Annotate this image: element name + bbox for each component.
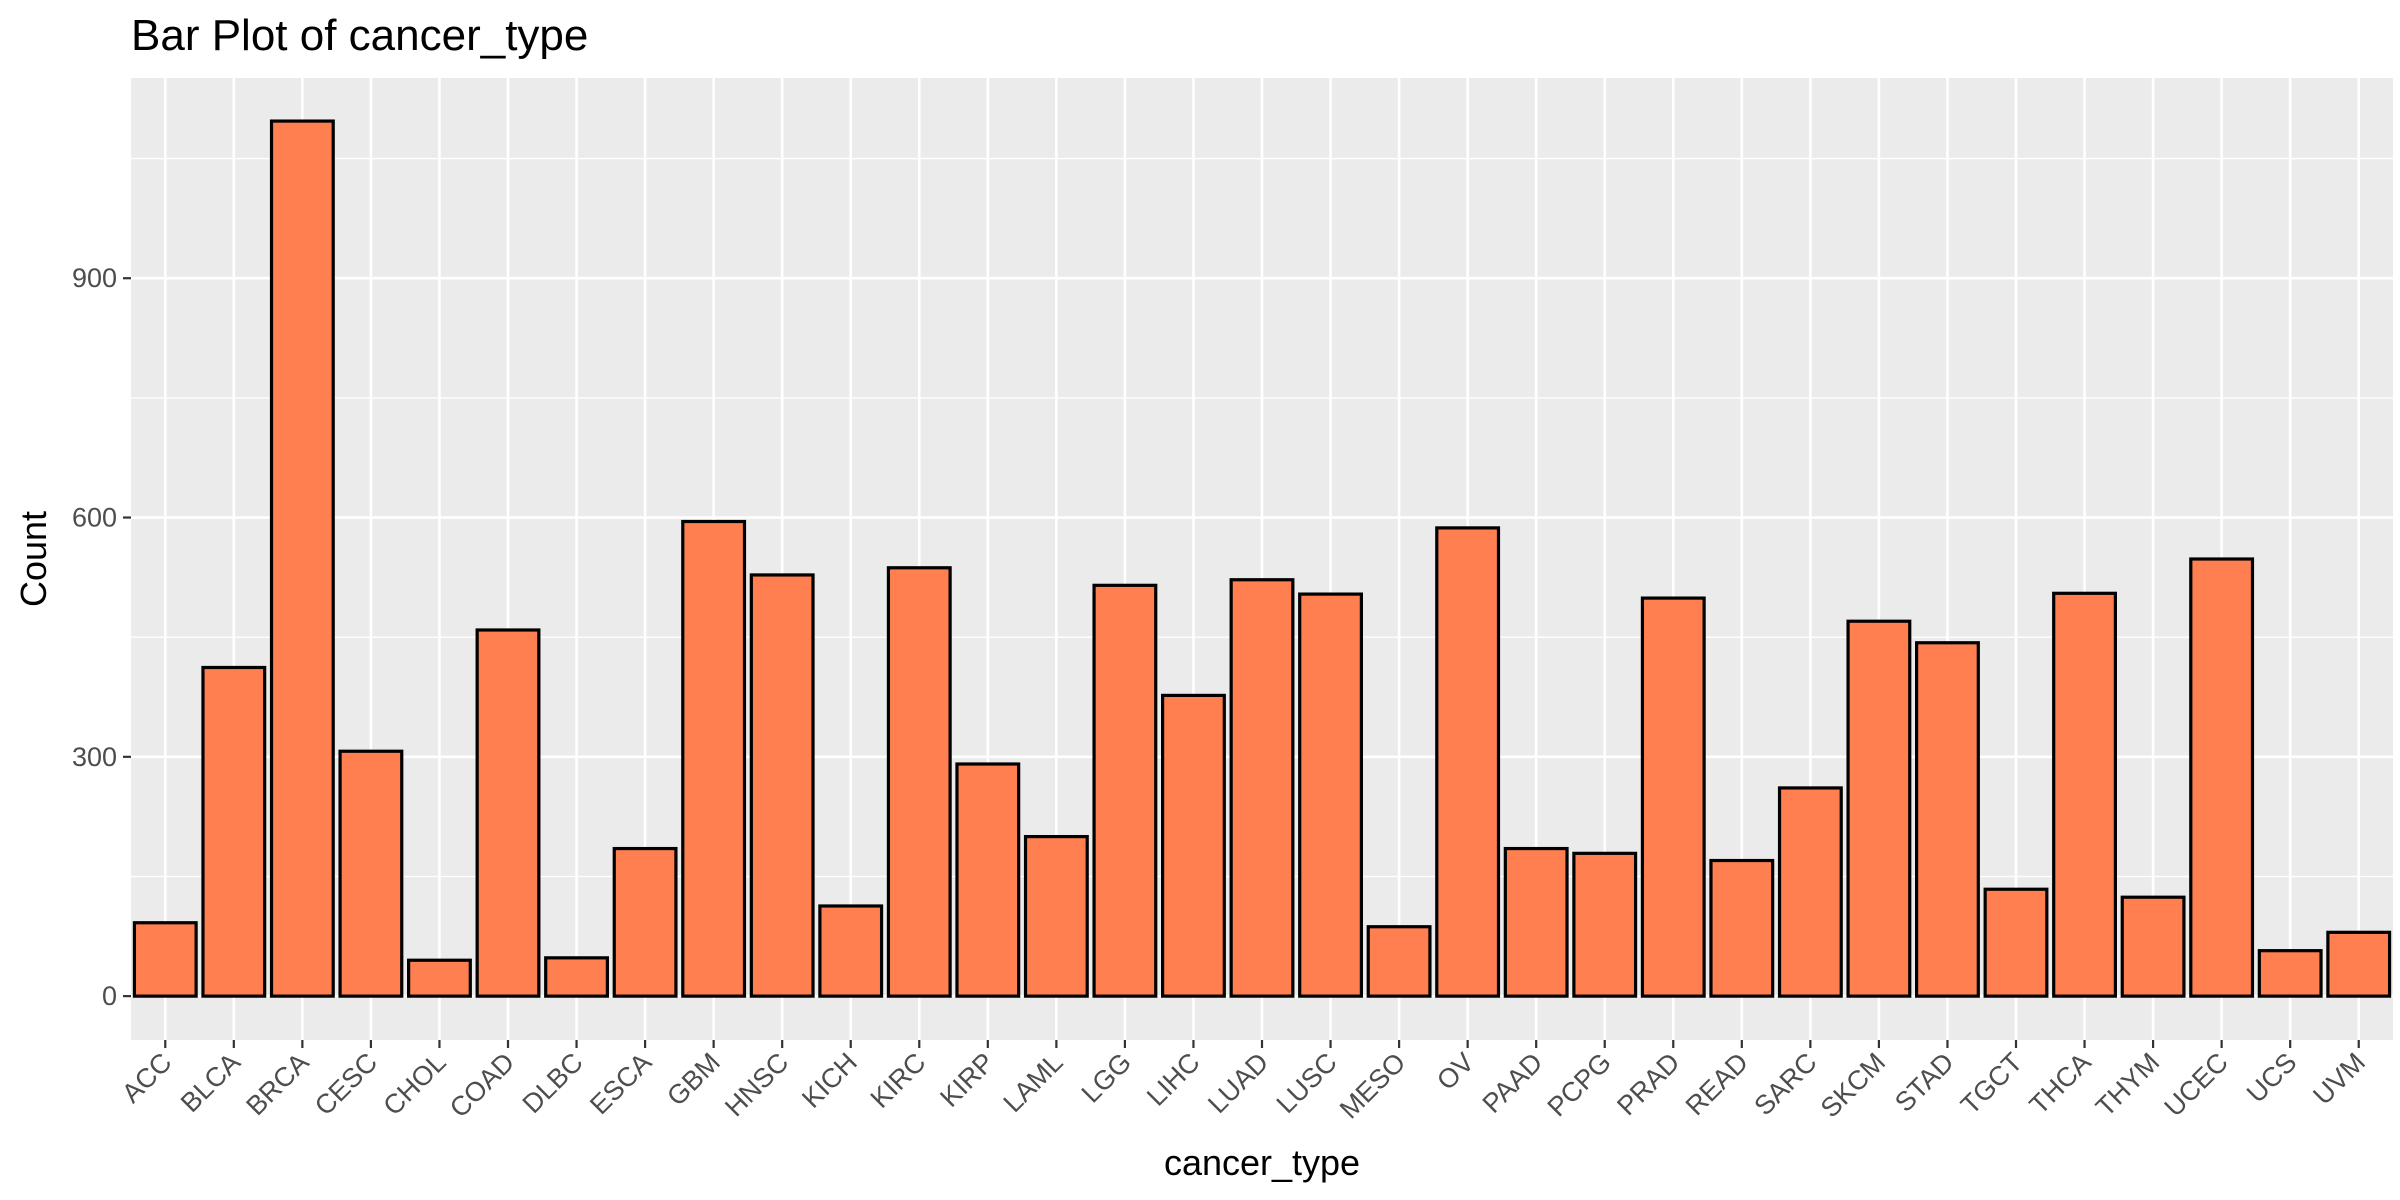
y-tick-label: 900 — [72, 263, 117, 293]
x-tick-label: ESCA — [584, 1047, 657, 1120]
x-axis-title: cancer_type — [1164, 1142, 1360, 1183]
bar-ucs — [2257, 949, 2323, 998]
chart-title: Bar Plot of cancer_type — [131, 11, 588, 60]
bar-laml — [1023, 834, 1089, 998]
bar-blca — [201, 665, 267, 998]
x-tick-label: PRAD — [1611, 1047, 1685, 1121]
bar-tgct — [1983, 887, 2049, 998]
y-tick-label: 0 — [102, 981, 117, 1011]
bar-lgg — [1092, 583, 1158, 998]
x-tick-label: CHOL — [377, 1047, 451, 1121]
x-tick-label: STAD — [1889, 1047, 1960, 1118]
bar-kich — [818, 904, 884, 998]
x-tick-label: LAML — [998, 1047, 1069, 1118]
bar-luad — [1229, 578, 1295, 998]
bars — [132, 119, 2392, 998]
bar-ov — [1435, 526, 1501, 998]
x-tick-label: PCPG — [1542, 1047, 1617, 1122]
y-axis-title: Count — [13, 511, 54, 607]
bar-acc — [132, 921, 198, 998]
x-tick-label: OV — [1431, 1047, 1480, 1096]
bar-cesc — [338, 749, 404, 998]
x-tick-label: GBM — [661, 1047, 726, 1112]
bar-kirc — [886, 566, 952, 998]
x-tick-label: HNSC — [719, 1047, 794, 1122]
bar-coad — [475, 628, 541, 998]
x-tick-label: UCS — [2241, 1047, 2303, 1109]
x-tick-label: MESO — [1334, 1047, 1411, 1124]
x-tick-label: BRCA — [240, 1047, 314, 1121]
x-tick-label: UCEC — [2159, 1047, 2234, 1122]
x-tick-label: PAAD — [1477, 1047, 1549, 1119]
x-tick-label: SARC — [1748, 1047, 1822, 1121]
x-tick-label: LUSC — [1271, 1047, 1343, 1119]
bar-gbm — [681, 519, 747, 998]
bar-read — [1709, 858, 1775, 998]
bar-skcm — [1846, 619, 1912, 998]
bar-meso — [1366, 925, 1432, 998]
bar-uvm — [2326, 930, 2392, 998]
bar-esca — [612, 846, 678, 998]
x-tick-label: TGCT — [1955, 1047, 2028, 1120]
x-tick-label: ACC — [116, 1047, 178, 1109]
bar-thym — [2120, 895, 2186, 998]
x-tick-label: LIHC — [1141, 1047, 1206, 1112]
bar-dlbc — [544, 956, 609, 998]
x-tick-label: THCA — [2024, 1047, 2097, 1120]
x-tick-label: LGG — [1076, 1047, 1138, 1109]
x-tick-label: CESC — [309, 1047, 383, 1121]
bar-thca — [2052, 591, 2117, 998]
x-tick-label: COAD — [444, 1047, 520, 1123]
bar-chol — [407, 958, 472, 998]
x-tick-label: UVM — [2307, 1047, 2371, 1111]
x-tick-label: DLBC — [517, 1047, 589, 1119]
bar-hnsc — [749, 573, 815, 998]
x-tick-label: THYM — [2090, 1047, 2165, 1122]
y-tick-label: 600 — [72, 503, 117, 533]
bar-lusc — [1298, 592, 1363, 998]
bar-sarc — [1777, 786, 1843, 998]
x-tick-label: KICH — [796, 1047, 863, 1114]
x-tick-label: READ — [1680, 1047, 1754, 1121]
x-tick-label: LUAD — [1202, 1047, 1274, 1119]
x-tick-label: KIRP — [934, 1047, 1000, 1113]
bar-prad — [1640, 596, 1706, 998]
y-tick-label: 300 — [72, 742, 117, 772]
bar-stad — [1915, 641, 1980, 998]
y-axis: 0 300 600 900 — [72, 263, 131, 1011]
x-tick-label: KIRC — [865, 1047, 932, 1114]
bar-kirp — [955, 762, 1021, 998]
bar-ucec — [2189, 557, 2255, 998]
bar-paad — [1503, 846, 1569, 998]
x-tick-label: BLCA — [175, 1047, 246, 1118]
bar-pcpg — [1572, 851, 1638, 998]
bar-brca — [269, 119, 335, 998]
bar-lihc — [1161, 693, 1226, 998]
x-tick-label: SKCM — [1815, 1047, 1891, 1123]
